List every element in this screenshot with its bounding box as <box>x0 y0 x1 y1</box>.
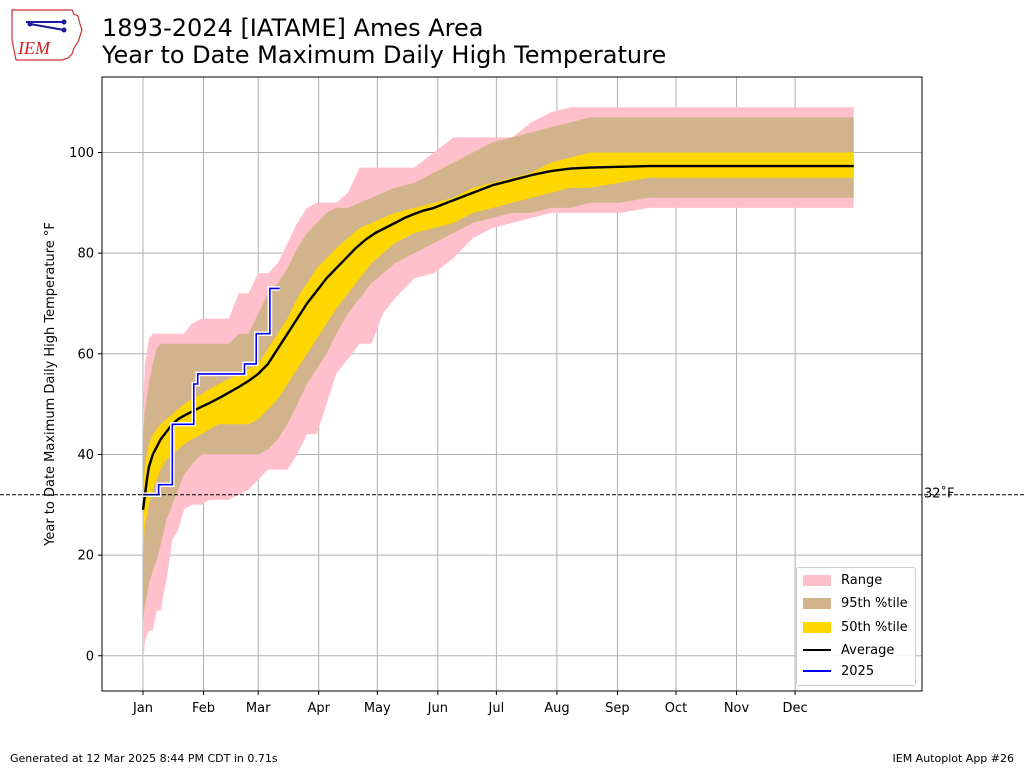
legend-item-50th: 50th %tile <box>803 619 908 635</box>
legend-item-average: Average <box>803 642 894 658</box>
x-tick-label-aug: Aug <box>544 701 569 716</box>
footer-generated: Generated at 12 Mar 2025 8:44 PM CDT in … <box>10 752 278 765</box>
legend-item-95th: 95th %tile <box>803 595 908 611</box>
legend-item-range: Range <box>803 572 882 588</box>
x-tick-label-mar: Mar <box>246 701 271 716</box>
x-tick-label-may: May <box>364 701 391 716</box>
average-line <box>141 164 854 510</box>
y-tick-label: 20 <box>77 549 94 564</box>
footer-app-id: IEM Autoplot App #26 <box>892 752 1015 765</box>
legend-item-2025: 2025 <box>803 663 874 679</box>
x-tick-label-jan: Jan <box>132 701 153 716</box>
chart-title-line2: Year to Date Maximum Daily High Temperat… <box>102 41 667 69</box>
p95-band <box>143 117 854 621</box>
legend-label-95th: 95th %tile <box>841 595 908 611</box>
chart-title-line1: 1893-2024 [IATAME] Ames Area <box>102 14 484 42</box>
legend-label-average: Average <box>841 642 895 658</box>
plot-frame <box>101 76 923 692</box>
legend-line-2025 <box>803 670 831 672</box>
iem-logo: IEM <box>11 9 83 61</box>
legend-swatch-range <box>803 574 831 586</box>
bands-layer <box>143 107 854 666</box>
lines-layer <box>141 164 854 510</box>
legend-line-average <box>803 649 831 651</box>
legend-label-50th: 50th %tile <box>841 619 908 635</box>
x-tick-label-oct: Oct <box>665 701 687 716</box>
x-tick-label-nov: Nov <box>724 701 750 716</box>
y-axis-label: Year to Date Maximum Daily High Temperat… <box>43 222 58 547</box>
current-year-line <box>143 287 280 496</box>
x-tick-label-apr: Apr <box>307 701 330 716</box>
y-tick-label: 60 <box>77 347 94 362</box>
legend-label-range: Range <box>841 572 883 588</box>
legend: Range 95th %tile 50th %tile Average 2025 <box>796 567 916 686</box>
x-tick-label-jul: Jul <box>488 701 505 716</box>
x-tick-label-feb: Feb <box>192 701 215 716</box>
y-tick-label: 100 <box>69 146 94 161</box>
p50-band <box>143 152 854 556</box>
x-tick-label-jun: Jun <box>427 701 448 716</box>
legend-swatch-95th <box>803 597 831 609</box>
y-tick-label: 80 <box>77 247 94 262</box>
logo-text: IEM <box>17 38 51 58</box>
x-tick-label-dec: Dec <box>783 701 808 716</box>
legend-label-2025: 2025 <box>841 663 875 679</box>
x-tick-label-sep: Sep <box>605 701 630 716</box>
ticks-layer: Jan Feb Mar Apr May Jun Jul Aug Sep Oct Nov Dec 0 20 4… <box>0 146 1024 716</box>
freezing-reference-label: 32˚F <box>924 486 955 502</box>
y-tick-label: 0 <box>86 649 94 664</box>
y-tick-label: 40 <box>77 448 94 463</box>
legend-swatch-50th <box>803 621 831 633</box>
